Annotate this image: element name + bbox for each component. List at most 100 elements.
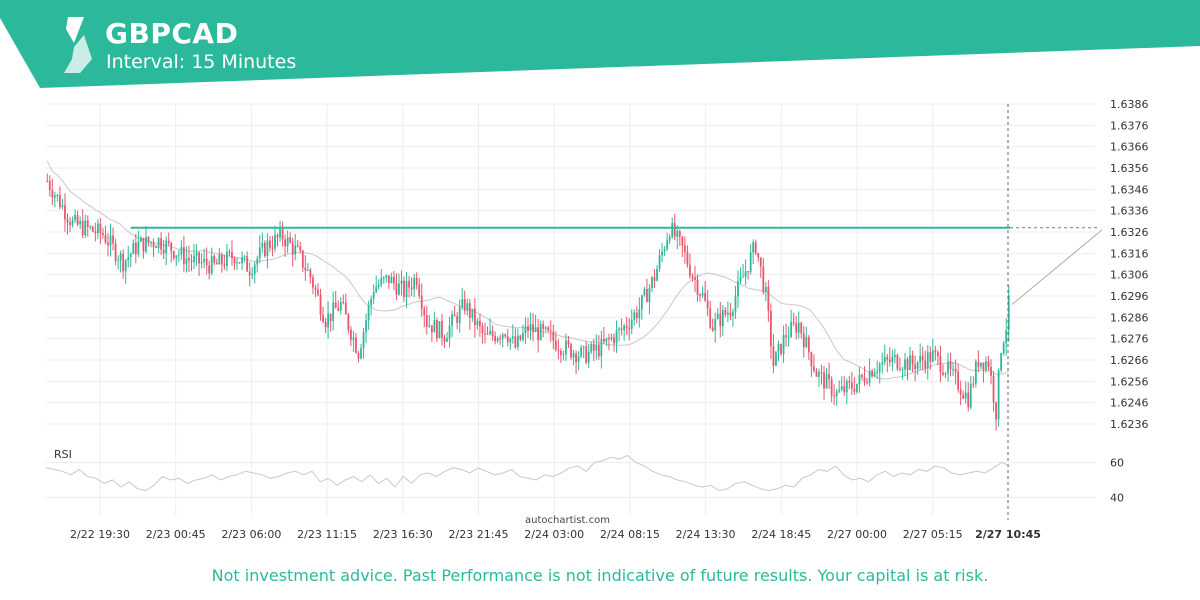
candle-body (942, 372, 944, 375)
candle-body (319, 295, 322, 315)
candle-body (387, 275, 390, 284)
candle-body (413, 278, 416, 290)
candle-body (362, 331, 365, 349)
candle-body (777, 343, 780, 352)
candle-body (205, 258, 208, 266)
chart-grid (46, 103, 1095, 515)
candle-body (643, 289, 646, 296)
candle-body (91, 226, 94, 232)
candle-body (818, 372, 820, 377)
candle-body (468, 303, 471, 318)
price-tick-label: 1.6326 (1110, 226, 1149, 239)
candle-body (656, 268, 658, 281)
candle-body (620, 328, 623, 331)
candle-body (721, 309, 724, 327)
price-tick-label: 1.6306 (1110, 269, 1149, 282)
candle-body (610, 337, 613, 340)
candle-body (648, 288, 651, 303)
candle-body (269, 240, 271, 248)
candle-body (256, 258, 259, 265)
candle-body (137, 241, 140, 255)
candle-body (572, 353, 575, 358)
candle-body (360, 348, 362, 359)
candle-body (324, 321, 327, 328)
candle-body (914, 364, 917, 370)
rsi-tick-label: 40 (1110, 492, 1124, 505)
candle-body (481, 326, 484, 334)
candle-body (780, 343, 782, 354)
candle-body (294, 245, 297, 255)
price-axis: 1.6386 1.6376 1.6366 1.6356 1.6346 1.6336 1.63… (1110, 98, 1149, 431)
candle-body (623, 325, 626, 331)
candle-body (415, 278, 418, 285)
candle-body (845, 380, 848, 393)
candle-body (491, 331, 494, 337)
candle-body (577, 356, 580, 363)
candle-body (772, 346, 775, 366)
candle-body (742, 276, 744, 278)
candle-body (995, 402, 997, 420)
candle-body (46, 180, 49, 182)
candle-body (271, 247, 274, 249)
candle-body (309, 269, 312, 278)
candle-body (1000, 353, 1003, 371)
candle-body (524, 326, 527, 334)
candle-body (544, 327, 547, 329)
candle-body (339, 302, 342, 311)
candle-body (213, 256, 216, 263)
candle-body (304, 267, 307, 271)
candle-body (931, 350, 934, 362)
candle-body (372, 292, 375, 299)
candle-body (785, 335, 787, 338)
candle-body (759, 257, 762, 267)
watermark: autochartist.com (525, 515, 610, 526)
candle-body (200, 261, 203, 264)
candle-body (69, 222, 71, 226)
candle-body (828, 374, 830, 380)
disclaimer: Not investment advice. Past Performance … (211, 566, 989, 585)
projection-line (1011, 229, 1103, 305)
candle-body (554, 340, 557, 350)
candle-body (549, 330, 552, 332)
candle-body (185, 258, 188, 264)
candle-body (982, 362, 985, 370)
candle-body (990, 367, 992, 376)
candle-body (757, 253, 760, 258)
candle-body (347, 314, 350, 330)
candle-body (398, 283, 400, 295)
candle-body (856, 383, 858, 392)
candle-body (145, 236, 147, 252)
candle-body (182, 247, 185, 264)
candle-body (89, 226, 92, 228)
candle-body (909, 355, 911, 371)
time-tick-label: 2/24 03:00 (524, 528, 584, 541)
candle-body (853, 388, 856, 392)
candle-body (608, 338, 610, 340)
candle-body (441, 321, 443, 338)
candle-body (94, 231, 97, 234)
candle-body (56, 194, 59, 196)
price-tick-label: 1.6336 (1110, 205, 1149, 218)
candle-body (448, 325, 451, 339)
candle-body (532, 324, 534, 333)
candle-body (838, 389, 841, 392)
candle-body (76, 215, 79, 225)
candle-body (866, 382, 868, 384)
candle-body (71, 220, 74, 226)
interval-label: Interval: 15 Minutes (106, 51, 297, 73)
candle-body (805, 336, 808, 348)
candle-body (749, 252, 752, 273)
candle-body (929, 352, 932, 362)
candle-body (516, 335, 519, 348)
candle-body (830, 379, 833, 396)
candle-body (587, 351, 590, 363)
time-axis: 2/22 19:30 2/23 00:45 2/23 06:00 2/23 11:15… (70, 528, 1041, 541)
candle-body (787, 336, 790, 338)
candle-body (107, 242, 109, 246)
candle-body (124, 260, 127, 272)
candle-body (367, 305, 370, 321)
candle-body (263, 242, 266, 257)
candle-body (276, 234, 279, 238)
candle-body (332, 302, 335, 321)
candle-body (223, 264, 226, 266)
